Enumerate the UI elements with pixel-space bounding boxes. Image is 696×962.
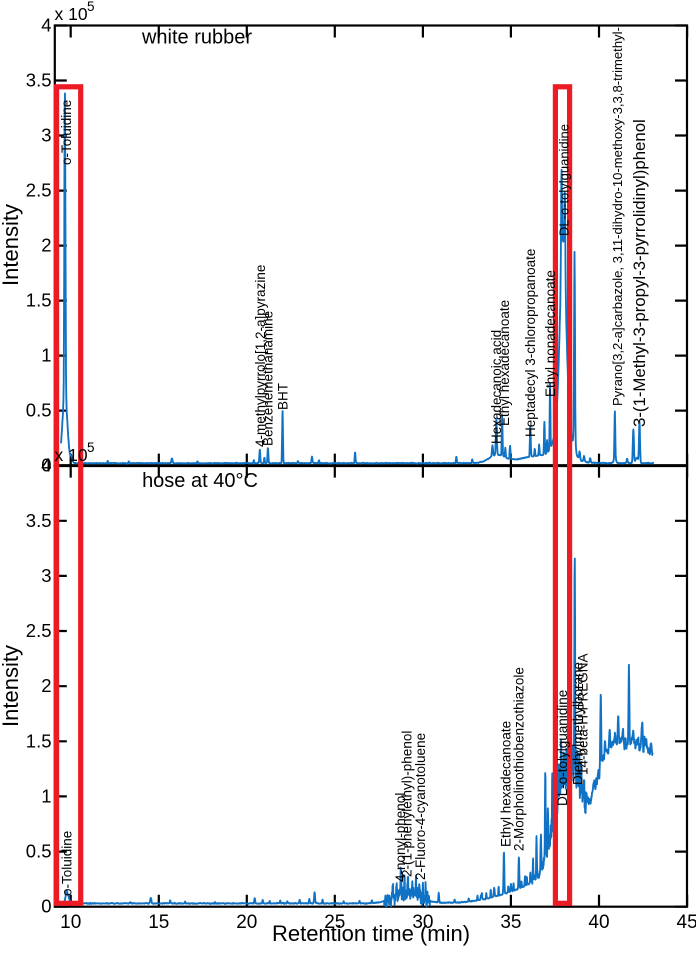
svg-text:Benzenemethanamine: Benzenemethanamine (260, 311, 275, 446)
svg-text:DL-o-tolylguanidine: DL-o-tolylguanidine (555, 690, 570, 806)
svg-text:Retention time (min): Retention time (min) (272, 921, 470, 946)
svg-text:white rubber: white rubber (141, 27, 252, 49)
svg-text:1.5: 1.5 (26, 730, 52, 751)
svg-text:o-Toluidine: o-Toluidine (59, 831, 74, 896)
svg-text:2-Morpholinothiobenzothiazole: 2-Morpholinothiobenzothiazole (511, 667, 526, 851)
svg-text:x 10: x 10 (55, 445, 88, 465)
svg-text:2: 2 (41, 235, 51, 256)
svg-text:5: 5 (87, 0, 95, 14)
svg-text:14-beta-H-PREGNA: 14-beta-H-PREGNA (575, 653, 590, 775)
svg-text:Intensity: Intensity (0, 204, 23, 286)
svg-text:Pyrano[3,2-a]carbazole, 3,11-d: Pyrano[3,2-a]carbazole, 3,11-dihydro-10-… (610, 27, 625, 406)
svg-text:Ethyl nonadecanoate: Ethyl nonadecanoate (543, 270, 558, 397)
svg-text:4: 4 (41, 15, 51, 36)
svg-text:25: 25 (324, 912, 345, 933)
svg-text:30: 30 (412, 912, 433, 933)
svg-text:3: 3 (41, 565, 51, 586)
svg-text:Diethylmethylborane: Diethylmethylborane (570, 662, 585, 785)
svg-text:0: 0 (41, 455, 51, 476)
svg-text:40: 40 (588, 912, 609, 933)
svg-text:2: 2 (41, 675, 51, 696)
svg-text:1: 1 (41, 345, 51, 366)
svg-text:0.5: 0.5 (26, 841, 52, 862)
svg-text:4-nonyl-phenol: 4-nonyl-phenol (393, 793, 408, 882)
svg-text:DL-o-tolylguanidine: DL-o-tolylguanidine (556, 124, 571, 236)
svg-text:BHT: BHT (275, 383, 290, 410)
svg-text:3.5: 3.5 (26, 70, 52, 91)
svg-text:4: 4 (41, 455, 51, 476)
svg-text:15: 15 (148, 912, 169, 933)
svg-text:20: 20 (236, 912, 257, 933)
svg-text:5: 5 (87, 440, 95, 455)
svg-text:1.5: 1.5 (26, 290, 52, 311)
svg-text:x 10: x 10 (55, 4, 88, 24)
svg-text:Heptadecyl 3-chloropropanoate: Heptadecyl 3-chloropropanoate (523, 249, 538, 437)
svg-text:0: 0 (41, 896, 51, 917)
svg-text:4-methylpyrrolo[1,2-a]pyrazine: 4-methylpyrrolo[1,2-a]pyrazine (253, 265, 268, 447)
svg-text:hose at 40°C: hose at 40°C (142, 470, 258, 492)
svg-text:Hexadecanoic acid: Hexadecanoic acid (489, 330, 504, 444)
svg-text:45: 45 (677, 912, 696, 933)
svg-text:Ethyl hexadecanoate: Ethyl hexadecanoate (497, 300, 512, 426)
svg-text:2.5: 2.5 (26, 180, 52, 201)
svg-text:10: 10 (60, 912, 81, 933)
svg-text:4: 4 (41, 455, 51, 476)
svg-text:o-Toluidine: o-Toluidine (59, 100, 74, 165)
svg-text:Ethyl hexadecanoate: Ethyl hexadecanoate (498, 721, 513, 847)
svg-text:2-(1-phenylethyl)-phenol: 2-(1-phenylethyl)-phenol (399, 731, 414, 877)
svg-text:3: 3 (41, 125, 51, 146)
svg-text:1: 1 (41, 785, 51, 806)
svg-text:2.5: 2.5 (26, 620, 52, 641)
svg-text:Intensity: Intensity (0, 645, 23, 727)
svg-text:3.5: 3.5 (26, 510, 52, 531)
svg-text:3-(1-Methyl-3-propyl-3-pyrroli: 3-(1-Methyl-3-propyl-3-pyrrolidinyl)phen… (630, 119, 649, 427)
svg-text:35: 35 (500, 912, 521, 933)
svg-text:0.5: 0.5 (26, 400, 52, 421)
svg-text:2-Fluoro-4-cyanotoluene: 2-Fluoro-4-cyanotoluene (413, 733, 428, 880)
